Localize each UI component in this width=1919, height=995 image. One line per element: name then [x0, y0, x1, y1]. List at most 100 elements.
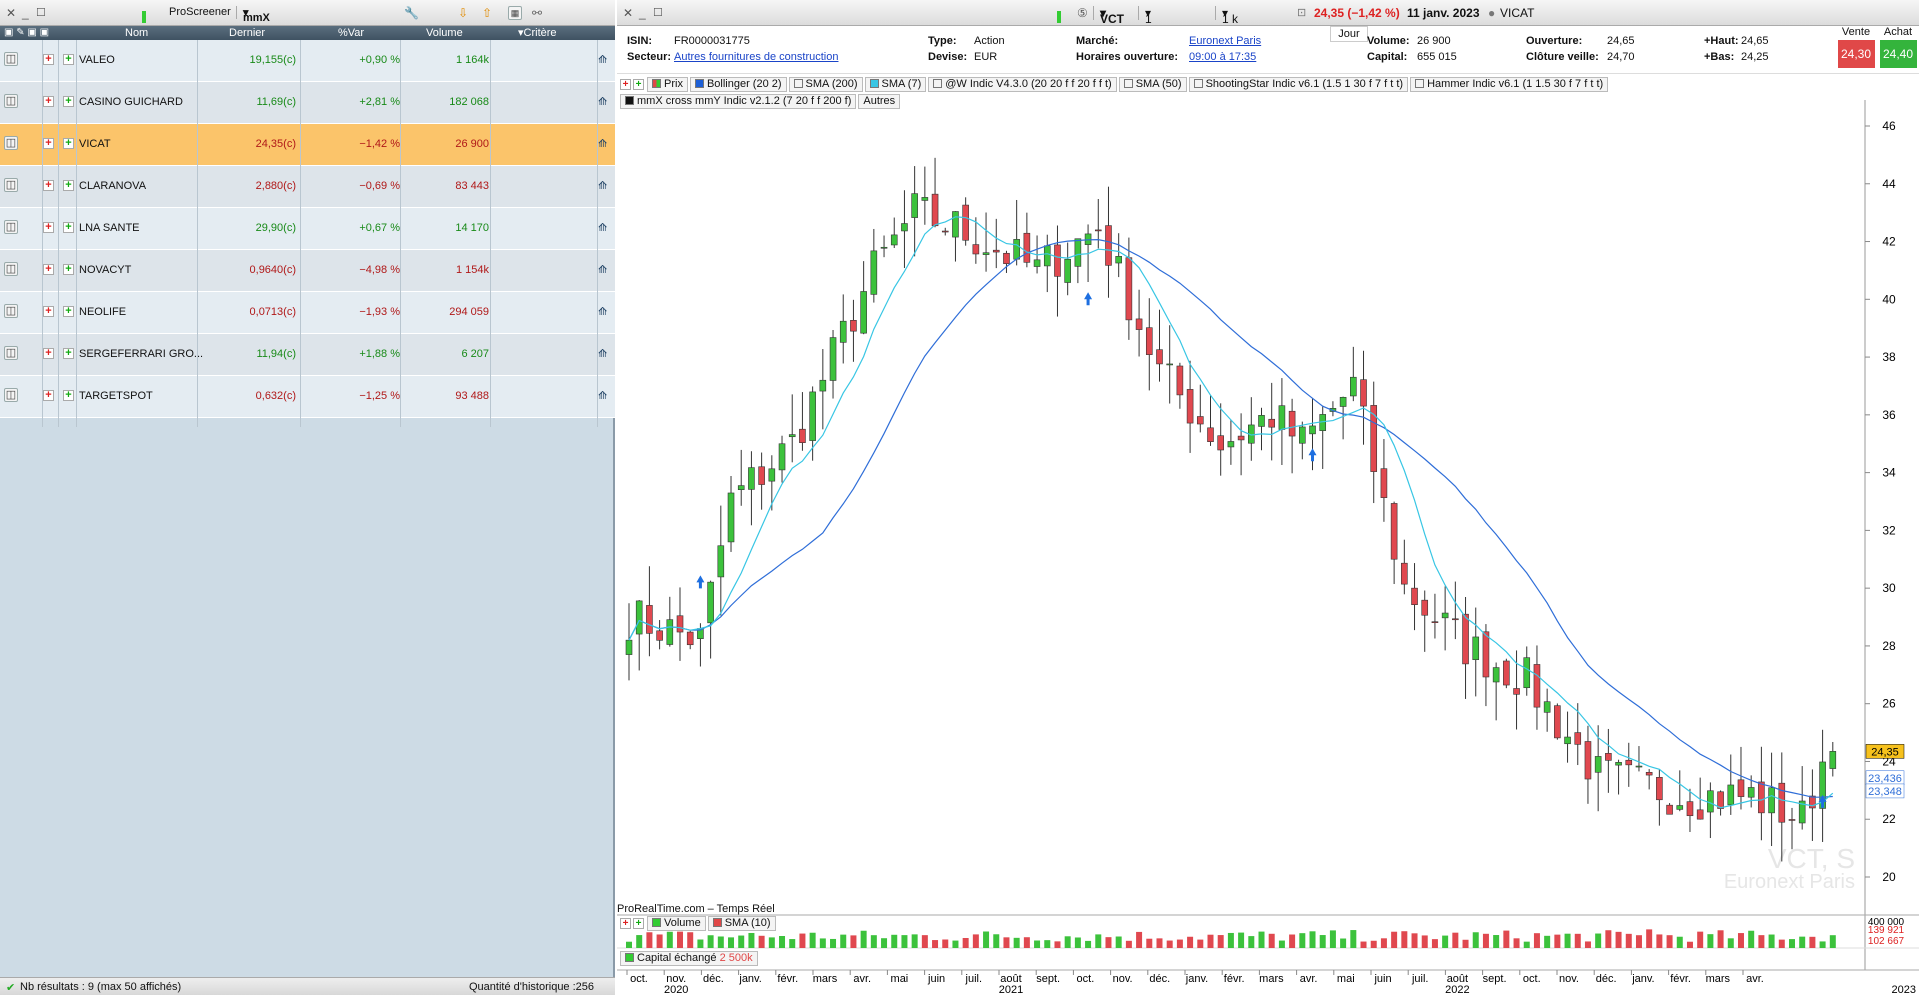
mini-chart-icon[interactable]: ⟰	[598, 348, 608, 360]
indicator-capital[interactable]: Capital échangé 2 500k	[620, 951, 758, 966]
upload-icon[interactable]: ⇧	[482, 6, 493, 20]
volume-bar	[1778, 939, 1785, 948]
units-select[interactable]: 1 k unités ▾	[1215, 6, 1254, 40]
screener-row[interactable]: ◫ + + NOVACYT 0,9640(c) −4,98 % 1 154k ⟰	[0, 250, 615, 292]
add-alert-icon[interactable]: +	[63, 96, 74, 107]
layout-icon[interactable]: ▦	[508, 6, 522, 20]
mini-chart-icon[interactable]: ⟰	[598, 96, 608, 108]
mini-chart-icon[interactable]: ⟰	[598, 264, 608, 276]
add-order-icon[interactable]: +	[43, 96, 54, 107]
candle	[1707, 790, 1714, 813]
minimize-icon[interactable]: _	[639, 6, 646, 20]
mini-chart-icon[interactable]: ⟰	[598, 138, 608, 150]
chart-view-icon[interactable]: ◫	[4, 136, 18, 150]
add-tool-icon[interactable]: +	[633, 918, 644, 929]
indicator-sma7[interactable]: SMA (7)	[864, 77, 927, 92]
add-tool-icon[interactable]: +	[633, 79, 644, 90]
col-volume[interactable]: Volume	[426, 27, 463, 39]
indicator-mmx-cross[interactable]: mmX cross mmY Indic v2.1.2 (7 20 f f 200…	[620, 94, 857, 109]
sector-link[interactable]: Autres fournitures de construction	[674, 51, 839, 63]
chart-view-icon[interactable]: ◫	[4, 346, 18, 360]
minimize-icon[interactable]: _	[22, 6, 29, 20]
screener-row[interactable]: ◫ + + LNA SANTE 29,90(c) +0,67 % 14 170 ⟰	[0, 208, 615, 250]
screener-row[interactable]: ◫ + + VICAT 24,35(c) −1,42 % 26 900 ⟰	[0, 124, 615, 166]
add-order-icon[interactable]: +	[43, 264, 54, 275]
wrench-icon[interactable]: 🔧	[404, 6, 419, 20]
screener-row[interactable]: ◫ + + CLARANOVA 2,880(c) −0,69 % 83 443 ⟰	[0, 166, 615, 208]
mini-chart-icon[interactable]: ⟰	[598, 222, 608, 234]
x-month-label: mars	[1706, 973, 1731, 985]
screener-row[interactable]: ◫ + + CASINO GUICHARD 11,69(c) +2,81 % 182 068…	[0, 82, 615, 124]
chart-view-icon[interactable]: ◫	[4, 220, 18, 234]
chart-view-icon[interactable]: ◫	[4, 262, 18, 276]
volume-bar	[1146, 938, 1153, 948]
add-order-icon[interactable]: +	[43, 306, 54, 317]
market-link[interactable]: Euronext Paris	[1189, 35, 1262, 47]
hours-link[interactable]: 09:00 à 17:35	[1189, 51, 1257, 63]
screener-select[interactable]: mmX cross mmY v2.1.2 ▾	[236, 6, 274, 60]
add-indicator-icon[interactable]: +	[620, 918, 631, 929]
maximize-icon[interactable]: ☐	[36, 7, 46, 19]
volume-bar	[677, 931, 684, 948]
info-icon[interactable]: ⊡	[1297, 7, 1307, 19]
indicator-bollinger[interactable]: Bollinger (20 2)	[689, 77, 787, 92]
indicator-price[interactable]: Prix	[647, 77, 688, 92]
add-alert-icon[interactable]: +	[63, 138, 74, 149]
y-tick-label: 34	[1882, 466, 1896, 480]
ticker-select[interactable]: VCT ▾	[1093, 6, 1124, 26]
mini-chart-icon[interactable]: ⟰	[598, 180, 608, 192]
share-icon[interactable]: ⚯	[532, 6, 543, 20]
buy-button[interactable]: 24,40	[1879, 40, 1917, 68]
close-icon[interactable]: ✕	[6, 6, 17, 20]
indicator-sma200[interactable]: SMA (200)	[788, 77, 863, 92]
add-alert-icon[interactable]: +	[63, 180, 74, 191]
add-order-icon[interactable]: +	[43, 180, 54, 191]
indicator-shootingstar[interactable]: ShootingStar Indic v6.1 (1.5 1 30 f 7 f …	[1188, 77, 1409, 92]
col-var[interactable]: %Var	[338, 27, 365, 39]
chart-view-icon[interactable]: ◫	[4, 52, 18, 66]
chart-view-icon[interactable]: ◫	[4, 304, 18, 318]
results-count: Nb résultats : 9 (max 50 affichés)	[20, 981, 182, 993]
add-alert-icon[interactable]: +	[63, 348, 74, 359]
candle	[1196, 416, 1204, 425]
mini-chart-icon[interactable]: ⟰	[598, 390, 608, 402]
col-name[interactable]: Nom	[125, 27, 149, 39]
indicator-sma50[interactable]: SMA (50)	[1118, 77, 1187, 92]
mini-chart-icon[interactable]: ⟰	[598, 54, 608, 66]
chart-view-icon[interactable]: ◫	[4, 178, 18, 192]
download-icon[interactable]: ⇩	[458, 6, 469, 20]
screener-row[interactable]: ◫ + + TARGETSPOT 0,632(c) −1,25 % 93 488 ⟰	[0, 376, 615, 418]
candle	[748, 467, 755, 490]
indicator-w-indic[interactable]: @W Indic V4.3.0 (20 20 f f 20 f f t)	[928, 77, 1117, 92]
screener-row[interactable]: ◫ + + SERGEFERRARI GRO... 11,94(c) +1,88 % 6 2…	[0, 334, 615, 376]
maximize-icon[interactable]: ☐	[653, 7, 663, 19]
period-select[interactable]: 1 semaine ▾	[1138, 6, 1190, 40]
add-alert-icon[interactable]: +	[63, 390, 74, 401]
col-criteria[interactable]: ▾ Critère	[518, 27, 557, 39]
add-alert-icon[interactable]: +	[63, 54, 74, 65]
col-last[interactable]: Dernier	[229, 27, 266, 39]
currency-icon[interactable]: ⑤	[1077, 6, 1088, 20]
mini-chart-icon[interactable]: ⟰	[598, 306, 608, 318]
add-order-icon[interactable]: +	[43, 222, 54, 233]
add-alert-icon[interactable]: +	[63, 264, 74, 275]
add-indicator-icon[interactable]: +	[620, 79, 631, 90]
add-order-icon[interactable]: +	[43, 348, 54, 359]
add-order-icon[interactable]: +	[43, 390, 54, 401]
indicator-others[interactable]: Autres	[858, 94, 901, 109]
indicator-hammer[interactable]: Hammer Indic v6.1 (1 1.5 30 f 7 f t t)	[1410, 77, 1609, 92]
indicator-volume-sma[interactable]: SMA (10)	[707, 916, 776, 931]
screener-row[interactable]: ◫ + + VALEO 19,155(c) +0,90 % 1 164k ⟰	[0, 40, 615, 82]
day-tab[interactable]: Jour	[1330, 26, 1368, 42]
screener-label[interactable]: ProScreener	[169, 6, 231, 18]
add-order-icon[interactable]: +	[43, 138, 54, 149]
sell-button[interactable]: 24,30	[1837, 40, 1875, 68]
indicator-volume[interactable]: Volume	[647, 916, 706, 931]
add-order-icon[interactable]: +	[43, 54, 54, 65]
add-alert-icon[interactable]: +	[63, 222, 74, 233]
screener-row[interactable]: ◫ + + NEOLIFE 0,0713(c) −1,93 % 294 059 ⟰	[0, 292, 615, 334]
add-alert-icon[interactable]: +	[63, 306, 74, 317]
chart-view-icon[interactable]: ◫	[4, 388, 18, 402]
close-icon[interactable]: ✕	[623, 6, 634, 20]
chart-view-icon[interactable]: ◫	[4, 94, 18, 108]
